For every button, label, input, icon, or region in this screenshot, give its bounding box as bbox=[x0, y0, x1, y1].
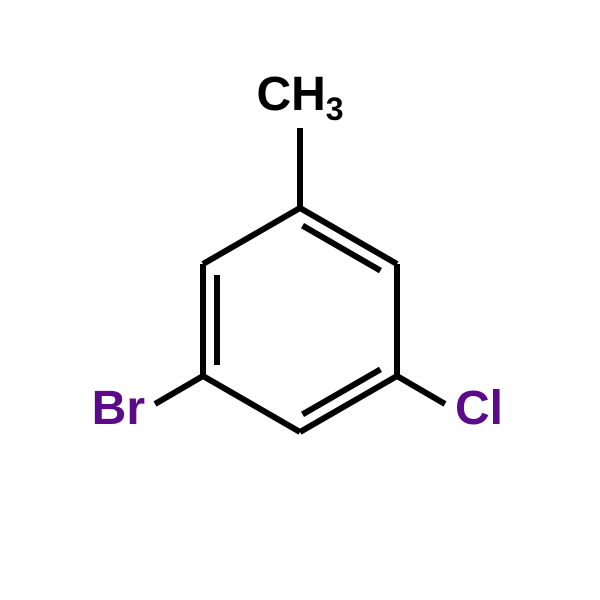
ring-bond bbox=[203, 208, 300, 264]
substituent-bond-Br bbox=[155, 376, 203, 404]
atom-label-Br: Br bbox=[92, 382, 145, 435]
substituent-bond-Cl bbox=[397, 376, 445, 404]
atom-label-Cl: Cl bbox=[455, 382, 503, 435]
atom-label-CH3: CH3 bbox=[256, 68, 343, 127]
ring-bond bbox=[203, 376, 300, 432]
molecule-diagram: CH3 Cl Br bbox=[0, 0, 600, 600]
